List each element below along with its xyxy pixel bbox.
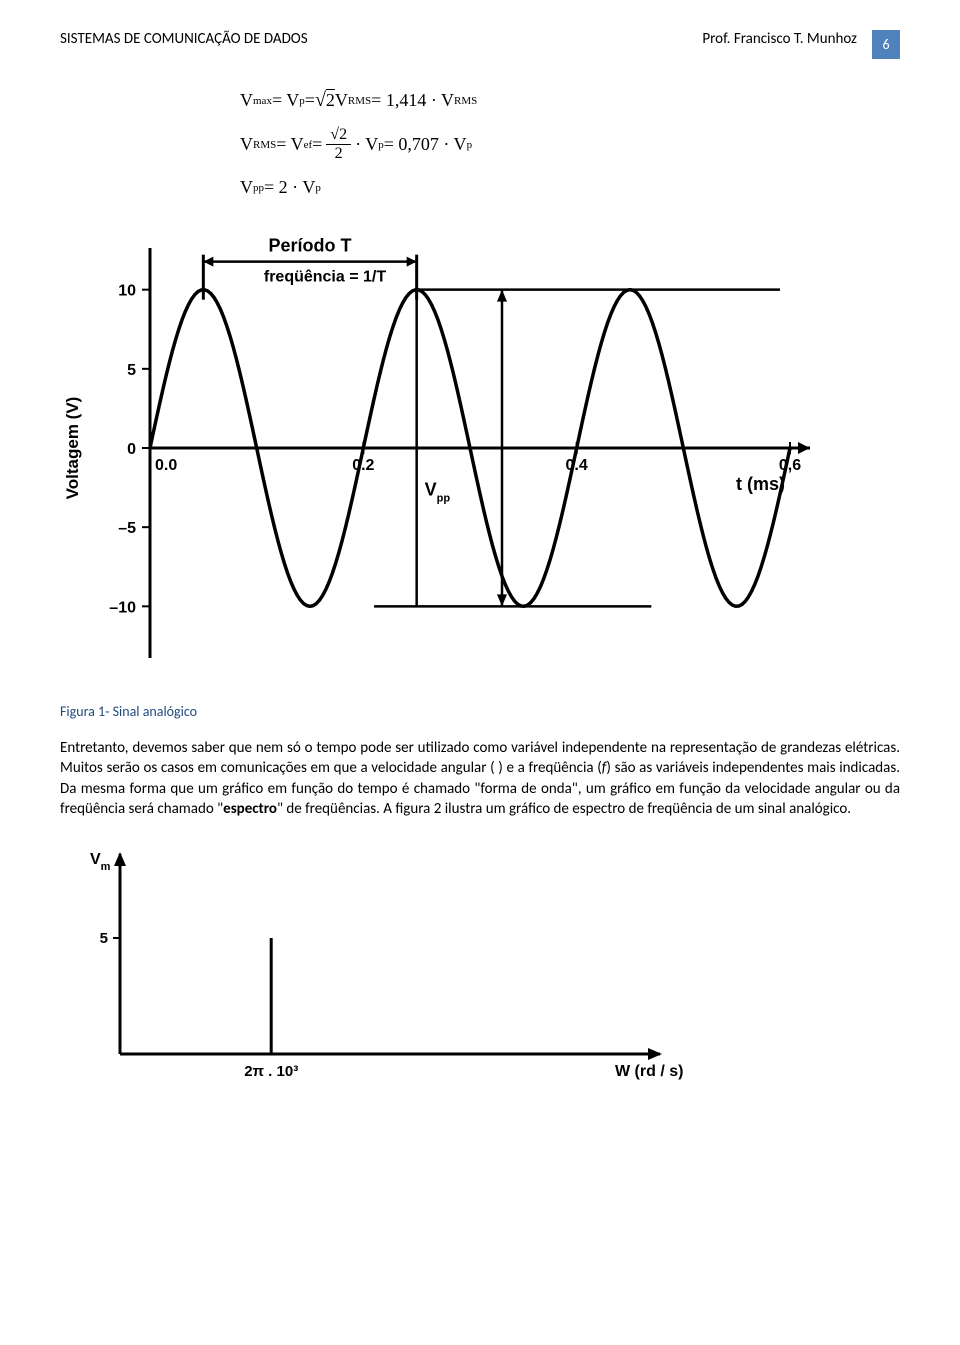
spectrum-svg: Vm W (rd / s) 5 2π . 10³ bbox=[60, 844, 700, 1084]
f2-eq2: = bbox=[312, 134, 322, 155]
para-bold: espectro bbox=[223, 800, 277, 818]
f2-mid: · V bbox=[355, 134, 378, 155]
page-header: SISTEMAS DE COMUNICAÇÃO DE DADOS Prof. F… bbox=[60, 30, 900, 59]
svg-text:0: 0 bbox=[127, 441, 136, 458]
f1-eq2: = bbox=[305, 90, 315, 111]
wave-svg: 10 5 0 –5 –10 Voltagem (V) 0.0 0.2 0.4 0,6t (ms) P… bbox=[60, 218, 840, 678]
f2-sub-rms: RMS bbox=[253, 139, 276, 151]
formula-block: Vmax = Vp = √2 VRMS = 1,414 · VRMS VRMS … bbox=[240, 89, 900, 198]
body-paragraph: Entretanto, devemos saber que nem só o t… bbox=[60, 738, 900, 819]
svg-text:Vpp: Vpp bbox=[425, 480, 451, 505]
svg-text:0,6: 0,6 bbox=[779, 457, 801, 474]
svg-text:t (ms): t (ms) bbox=[736, 474, 785, 494]
f1-tail: = 1,414 · V bbox=[371, 90, 454, 111]
f1-vrms: V bbox=[335, 90, 348, 111]
f1-eq1: = V bbox=[272, 90, 299, 111]
f3-v: V bbox=[240, 177, 253, 198]
svg-text:Período T: Período T bbox=[268, 236, 351, 256]
formula-vpp: Vpp = 2 · Vp bbox=[240, 177, 900, 198]
f2-tail: = 0,707 · V bbox=[384, 134, 467, 155]
svg-text:Vm: Vm bbox=[90, 851, 111, 873]
svg-text:W (rd / s): W (rd / s) bbox=[615, 1063, 683, 1080]
spectrum-chart: Vm W (rd / s) 5 2π . 10³ bbox=[60, 844, 900, 1089]
svg-text:0.0: 0.0 bbox=[155, 457, 177, 474]
svg-text:0.4: 0.4 bbox=[566, 457, 588, 474]
svg-text:10: 10 bbox=[118, 283, 136, 300]
svg-text:Voltagem (V): Voltagem (V) bbox=[63, 397, 82, 500]
f2-sub-ef: ef bbox=[304, 139, 313, 151]
prof-name: Prof. Francisco T. Munhoz bbox=[702, 30, 857, 48]
f1-sqrt: √ bbox=[315, 89, 326, 112]
f1-sub-rms2: RMS bbox=[454, 95, 477, 107]
wave-chart: 10 5 0 –5 –10 Voltagem (V) 0.0 0.2 0.4 0,6t (ms) P… bbox=[60, 218, 900, 683]
svg-text:–5: –5 bbox=[118, 520, 136, 537]
f3-tail: = 2 · V bbox=[264, 177, 315, 198]
formula-vrms: VRMS = Vef = √2 2 · Vp = 0,707 · Vp bbox=[240, 126, 900, 163]
svg-text:0.2: 0.2 bbox=[352, 457, 374, 474]
f2-sub-p2: p bbox=[467, 139, 473, 151]
course-title: SISTEMAS DE COMUNICAÇÃO DE DADOS bbox=[60, 30, 308, 48]
svg-text:freqüência = 1/T: freqüência = 1/T bbox=[264, 269, 386, 286]
f1-sub-rms: RMS bbox=[348, 95, 371, 107]
svg-text:–10: –10 bbox=[109, 599, 136, 616]
f1-sub-max: max bbox=[253, 95, 272, 107]
figure-1-caption: Figura 1- Sinal analógico bbox=[60, 703, 900, 720]
svg-text:2π . 10³: 2π . 10³ bbox=[244, 1063, 298, 1080]
f3-sub-pp: pp bbox=[253, 182, 264, 194]
formula-vmax: Vmax = Vp = √2 VRMS = 1,414 · VRMS bbox=[240, 89, 900, 112]
f2-frac: √2 2 bbox=[326, 126, 351, 163]
para-p3: " de freqüências. A figura 2 ilustra um … bbox=[277, 800, 851, 818]
f2-frac-den: 2 bbox=[331, 145, 347, 163]
f2-frac-num: √2 bbox=[326, 126, 351, 145]
f2-v: V bbox=[240, 134, 253, 155]
page-number-badge: 6 bbox=[872, 30, 900, 59]
f2-eq1: = V bbox=[276, 134, 303, 155]
svg-text:5: 5 bbox=[100, 930, 108, 947]
f1-v: V bbox=[240, 90, 253, 111]
f3-sub-p: p bbox=[315, 182, 321, 194]
f1-sqrtarg: 2 bbox=[326, 90, 335, 111]
header-right: Prof. Francisco T. Munhoz 6 bbox=[702, 30, 900, 59]
svg-text:5: 5 bbox=[127, 362, 136, 379]
